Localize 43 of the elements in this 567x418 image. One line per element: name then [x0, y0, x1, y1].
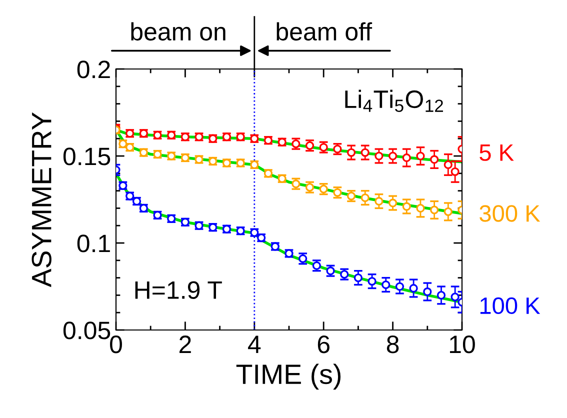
- series-label: 5 K: [480, 144, 514, 161]
- point: [436, 290, 446, 300]
- point: [430, 155, 439, 164]
- point: [444, 207, 452, 216]
- series-label: 100 K: [480, 297, 540, 314]
- y-axis-title: ASYMMETRY: [32, 112, 52, 288]
- y-tick-label: 0.2: [77, 60, 110, 78]
- point: [374, 196, 384, 206]
- point: [409, 284, 418, 293]
- y-tick-label: 0.1: [77, 234, 110, 252]
- point: [346, 148, 356, 157]
- point: [430, 206, 439, 214]
- y-tick-label: 0.05: [63, 322, 110, 340]
- x-tick-label: 2: [180, 336, 191, 353]
- x-tick-label: 10: [450, 336, 475, 354]
- point: [444, 160, 452, 170]
- text: beam on: [131, 22, 226, 41]
- annotation: H=1.9 T: [135, 281, 222, 299]
- point: [450, 167, 460, 176]
- point: [388, 198, 398, 208]
- point: [388, 152, 398, 160]
- point: [382, 280, 390, 290]
- annotation: Li$_{4}$Ti$_{5}$O$_{12}$: [345, 90, 443, 112]
- point: [416, 152, 425, 160]
- point: [395, 282, 404, 291]
- series-label: 300 K: [480, 205, 540, 222]
- x-tick-label: 8: [386, 336, 399, 354]
- point: [402, 202, 411, 211]
- point: [368, 276, 376, 286]
- point: [450, 292, 460, 302]
- point: [354, 273, 363, 282]
- point: [402, 153, 411, 162]
- x-tick-label: 4: [248, 336, 261, 353]
- text: beam off: [276, 22, 372, 41]
- point: [423, 287, 432, 296]
- point: [374, 152, 384, 160]
- point: [416, 204, 425, 213]
- x-tick-label: 0: [110, 336, 122, 354]
- y-tick-label: 0.15: [63, 148, 110, 166]
- x-tick-label: 6: [318, 336, 330, 354]
- point: [360, 193, 370, 202]
- point: [360, 148, 370, 157]
- x-axis-title: TIME (s): [236, 364, 341, 390]
